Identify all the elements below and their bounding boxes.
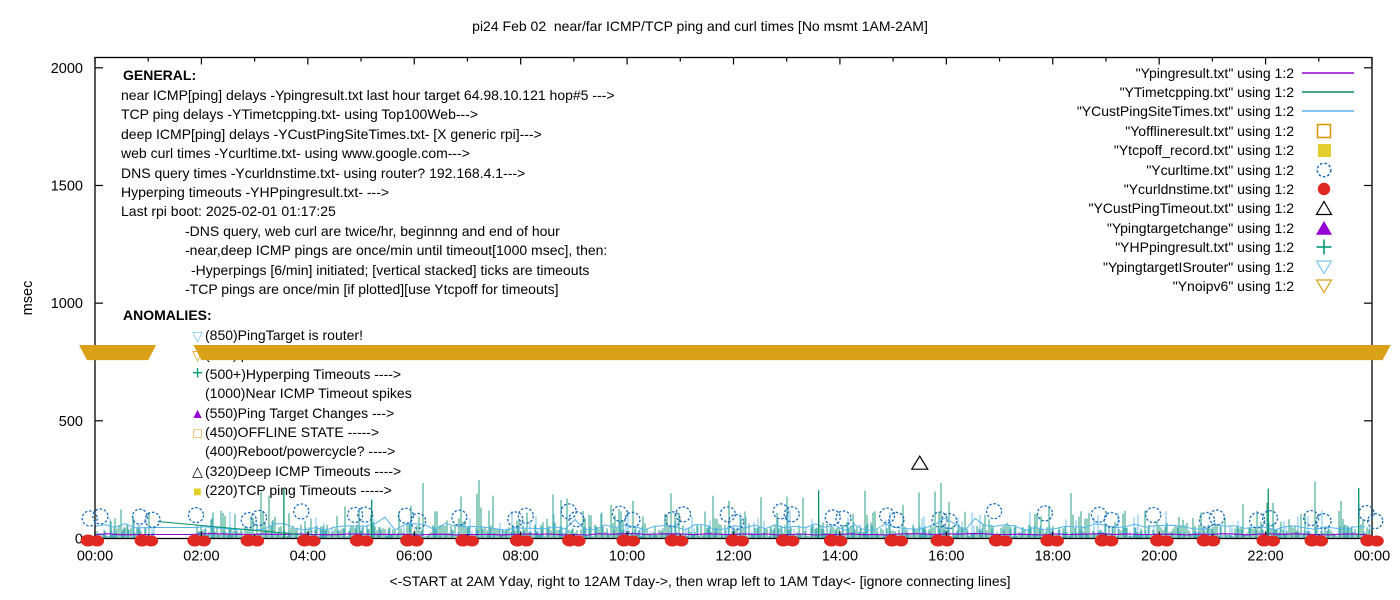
general-line: Hyperping timeouts -YHPpingresult.txt- -… [121,184,390,201]
legend-label: "Ypingresult.txt" using 1:2 [1135,64,1294,81]
svg-text:18:00: 18:00 [1035,549,1071,565]
tri-up-filled-icon [1316,220,1332,235]
square-filled-icon [1318,144,1331,158]
anomaly-label: (850)PingTarget is router! [205,327,363,343]
svg-text:22:00: 22:00 [1247,549,1283,565]
general-line: TCP ping delays -YTimetcpping.txt- using… [121,106,479,123]
anomaly-label: (220)TCP ping Timeouts -----> [205,482,392,499]
legend: "Ypingresult.txt" using 1:2 "YTimetcpping… [1077,63,1360,296]
square-open-icon: □ [193,424,202,441]
tri-up-filled-icon: ▲ [190,405,205,422]
anomaly-label: (1000)Near ICMP Timeout spikes [205,385,412,402]
svg-text:12:00: 12:00 [715,549,751,565]
svg-text:500: 500 [59,414,83,430]
svg-text:00:00: 00:00 [77,549,113,565]
tri-up-open-icon [1315,200,1333,216]
legend-label: "Yofflineresult.txt" using 1:2 [1125,122,1294,139]
legend-item: "YHPpingresult.txt" using 1:2 [1077,238,1360,257]
svg-text:1000: 1000 [51,296,83,312]
legend-item: "Ypingresult.txt" using 1:2 [1077,63,1360,82]
plus-icon [1316,239,1332,255]
general-line: -near,deep ICMP pings are once/min until… [185,242,608,259]
circle-filled-icon [1317,182,1331,196]
tri-up-open-icon: △ [192,463,203,480]
tri-down-open-icon: ▽ [192,347,203,364]
anomaly-item: □ (450)OFFLINE STATE -----> [190,423,412,442]
general-line: near ICMP[ping] delays -Ypingresult.txt … [121,87,615,103]
svg-text:0: 0 [75,532,83,548]
anomaly-label: (500+)Hyperping Timeouts ----> [205,365,402,382]
legend-label: "YpingtargetISrouter" using 1:2 [1102,258,1294,275]
legend-label: "YCustPingSiteTimes.txt" using 1:2 [1076,103,1294,120]
legend-label: "YHPpingresult.txt" using 1:2 [1115,239,1294,256]
general-line: deep ICMP[ping] delays -YCustPingSiteTim… [121,125,542,142]
anomaly-label: (400)Reboot/powercycle? ----> [205,443,396,460]
anomalies-heading: ANOMALIES: [123,307,212,323]
anomaly-item: + (500+)Hyperping Timeouts ----> [190,363,412,385]
chart-title: pi24 Feb 02 near/far ICMP/TCP ping and c… [472,18,928,34]
legend-label: "Ynoipv6" using 1:2 [1172,277,1294,294]
general-line: -DNS query, web curl are twice/hr, begin… [185,222,560,239]
anomaly-item: (1000)Near ICMP Timeout spikes [190,384,412,403]
legend-item: "YTimetcpping.txt" using 1:2 [1077,82,1360,101]
svg-text:msec: msec [20,281,36,316]
legend-label: "Ycurldnstime.txt" using 1:2 [1123,181,1294,198]
square-filled-icon: ■ [193,482,202,499]
svg-text:2000: 2000 [51,61,83,77]
tri-down-open-icon: ▽ [192,327,203,344]
svg-text:06:00: 06:00 [396,549,432,565]
svg-text:02:00: 02:00 [183,549,219,565]
anomaly-item: (400)Reboot/powercycle? ----> [190,442,412,461]
line-icon [1302,91,1354,93]
plus-icon: + [191,363,204,385]
legend-item: "Ycurldnstime.txt" using 1:2 [1077,179,1360,198]
general-heading: GENERAL: [123,67,197,83]
anomaly-item: △ (320)Deep ICMP Timeouts ----> [190,462,412,481]
legend-label: "YCustPingTimeout.txt" using 1:2 [1088,200,1294,217]
legend-label: "Ytcpoff_record.txt" using 1:2 [1113,142,1294,159]
svg-text:04:00: 04:00 [290,549,326,565]
general-line: -Hyperpings [6/min] initiated; [vertical… [191,261,590,278]
general-block: near ICMP[ping] delays -Ypingresult.txt … [121,86,615,299]
anomaly-label: (320)Deep ICMP Timeouts ----> [205,462,402,479]
anomaly-item: ■ (220)TCP ping Timeouts -----> [190,481,412,500]
line-icon [1302,110,1354,113]
svg-text:1500: 1500 [51,178,83,194]
anomalies-block: ▽(850)PingTarget is router!▽(785)ipv6 fa… [190,326,412,501]
x-axis-caption: <-START at 2AM Yday, right to 12AM Tday-… [389,573,1011,589]
tri-down-open-icon [1315,279,1333,294]
general-line: Last rpi boot: 2025-02-01 01:17:25 [121,203,336,220]
legend-item: "Ypingtargetchange" using 1:2 [1077,218,1360,237]
legend-item: "YCustPingSiteTimes.txt" using 1:2 [1077,102,1360,121]
square-open-icon [1316,123,1332,139]
anomaly-label: (550)Ping Target Changes ---> [205,404,395,421]
legend-label: "YTimetcpping.txt" using 1:2 [1119,84,1294,101]
legend-item: "YCustPingTimeout.txt" using 1:2 [1077,199,1360,218]
anomaly-item: ▲ (550)Ping Target Changes ---> [190,404,412,423]
circle-dashed-icon [1316,162,1332,178]
anomaly-label: (450)OFFLINE STATE -----> [205,423,380,440]
general-line: web curl times -Ycurltime.txt- using www… [121,145,470,162]
general-line: -TCP pings are once/min [if plotted][use… [185,281,559,298]
legend-item: "Ytcpoff_record.txt" using 1:2 [1077,141,1360,160]
svg-text:20:00: 20:00 [1141,549,1177,565]
anomaly-item: ▽ (850)PingTarget is router! [190,326,412,345]
legend-item: "Ycurltime.txt" using 1:2 [1077,160,1360,179]
line-icon [1302,71,1354,74]
tri-down-open-icon [1315,259,1333,275]
general-line: DNS query times -Ycurldnstime.txt- using… [121,164,526,181]
svg-text:14:00: 14:00 [822,549,858,565]
svg-text:00:00: 00:00 [1354,549,1390,565]
legend-item: "Yofflineresult.txt" using 1:2 [1077,121,1360,140]
legend-label: "Ycurltime.txt" using 1:2 [1146,161,1294,178]
svg-text:10:00: 10:00 [609,549,645,565]
legend-item: "YpingtargetISrouter" using 1:2 [1077,257,1360,276]
legend-item: "Ynoipv6" using 1:2 [1077,276,1360,295]
svg-text:08:00: 08:00 [503,549,539,565]
legend-label: "Ypingtargetchange" using 1:2 [1106,219,1294,236]
svg-text:16:00: 16:00 [928,549,964,565]
